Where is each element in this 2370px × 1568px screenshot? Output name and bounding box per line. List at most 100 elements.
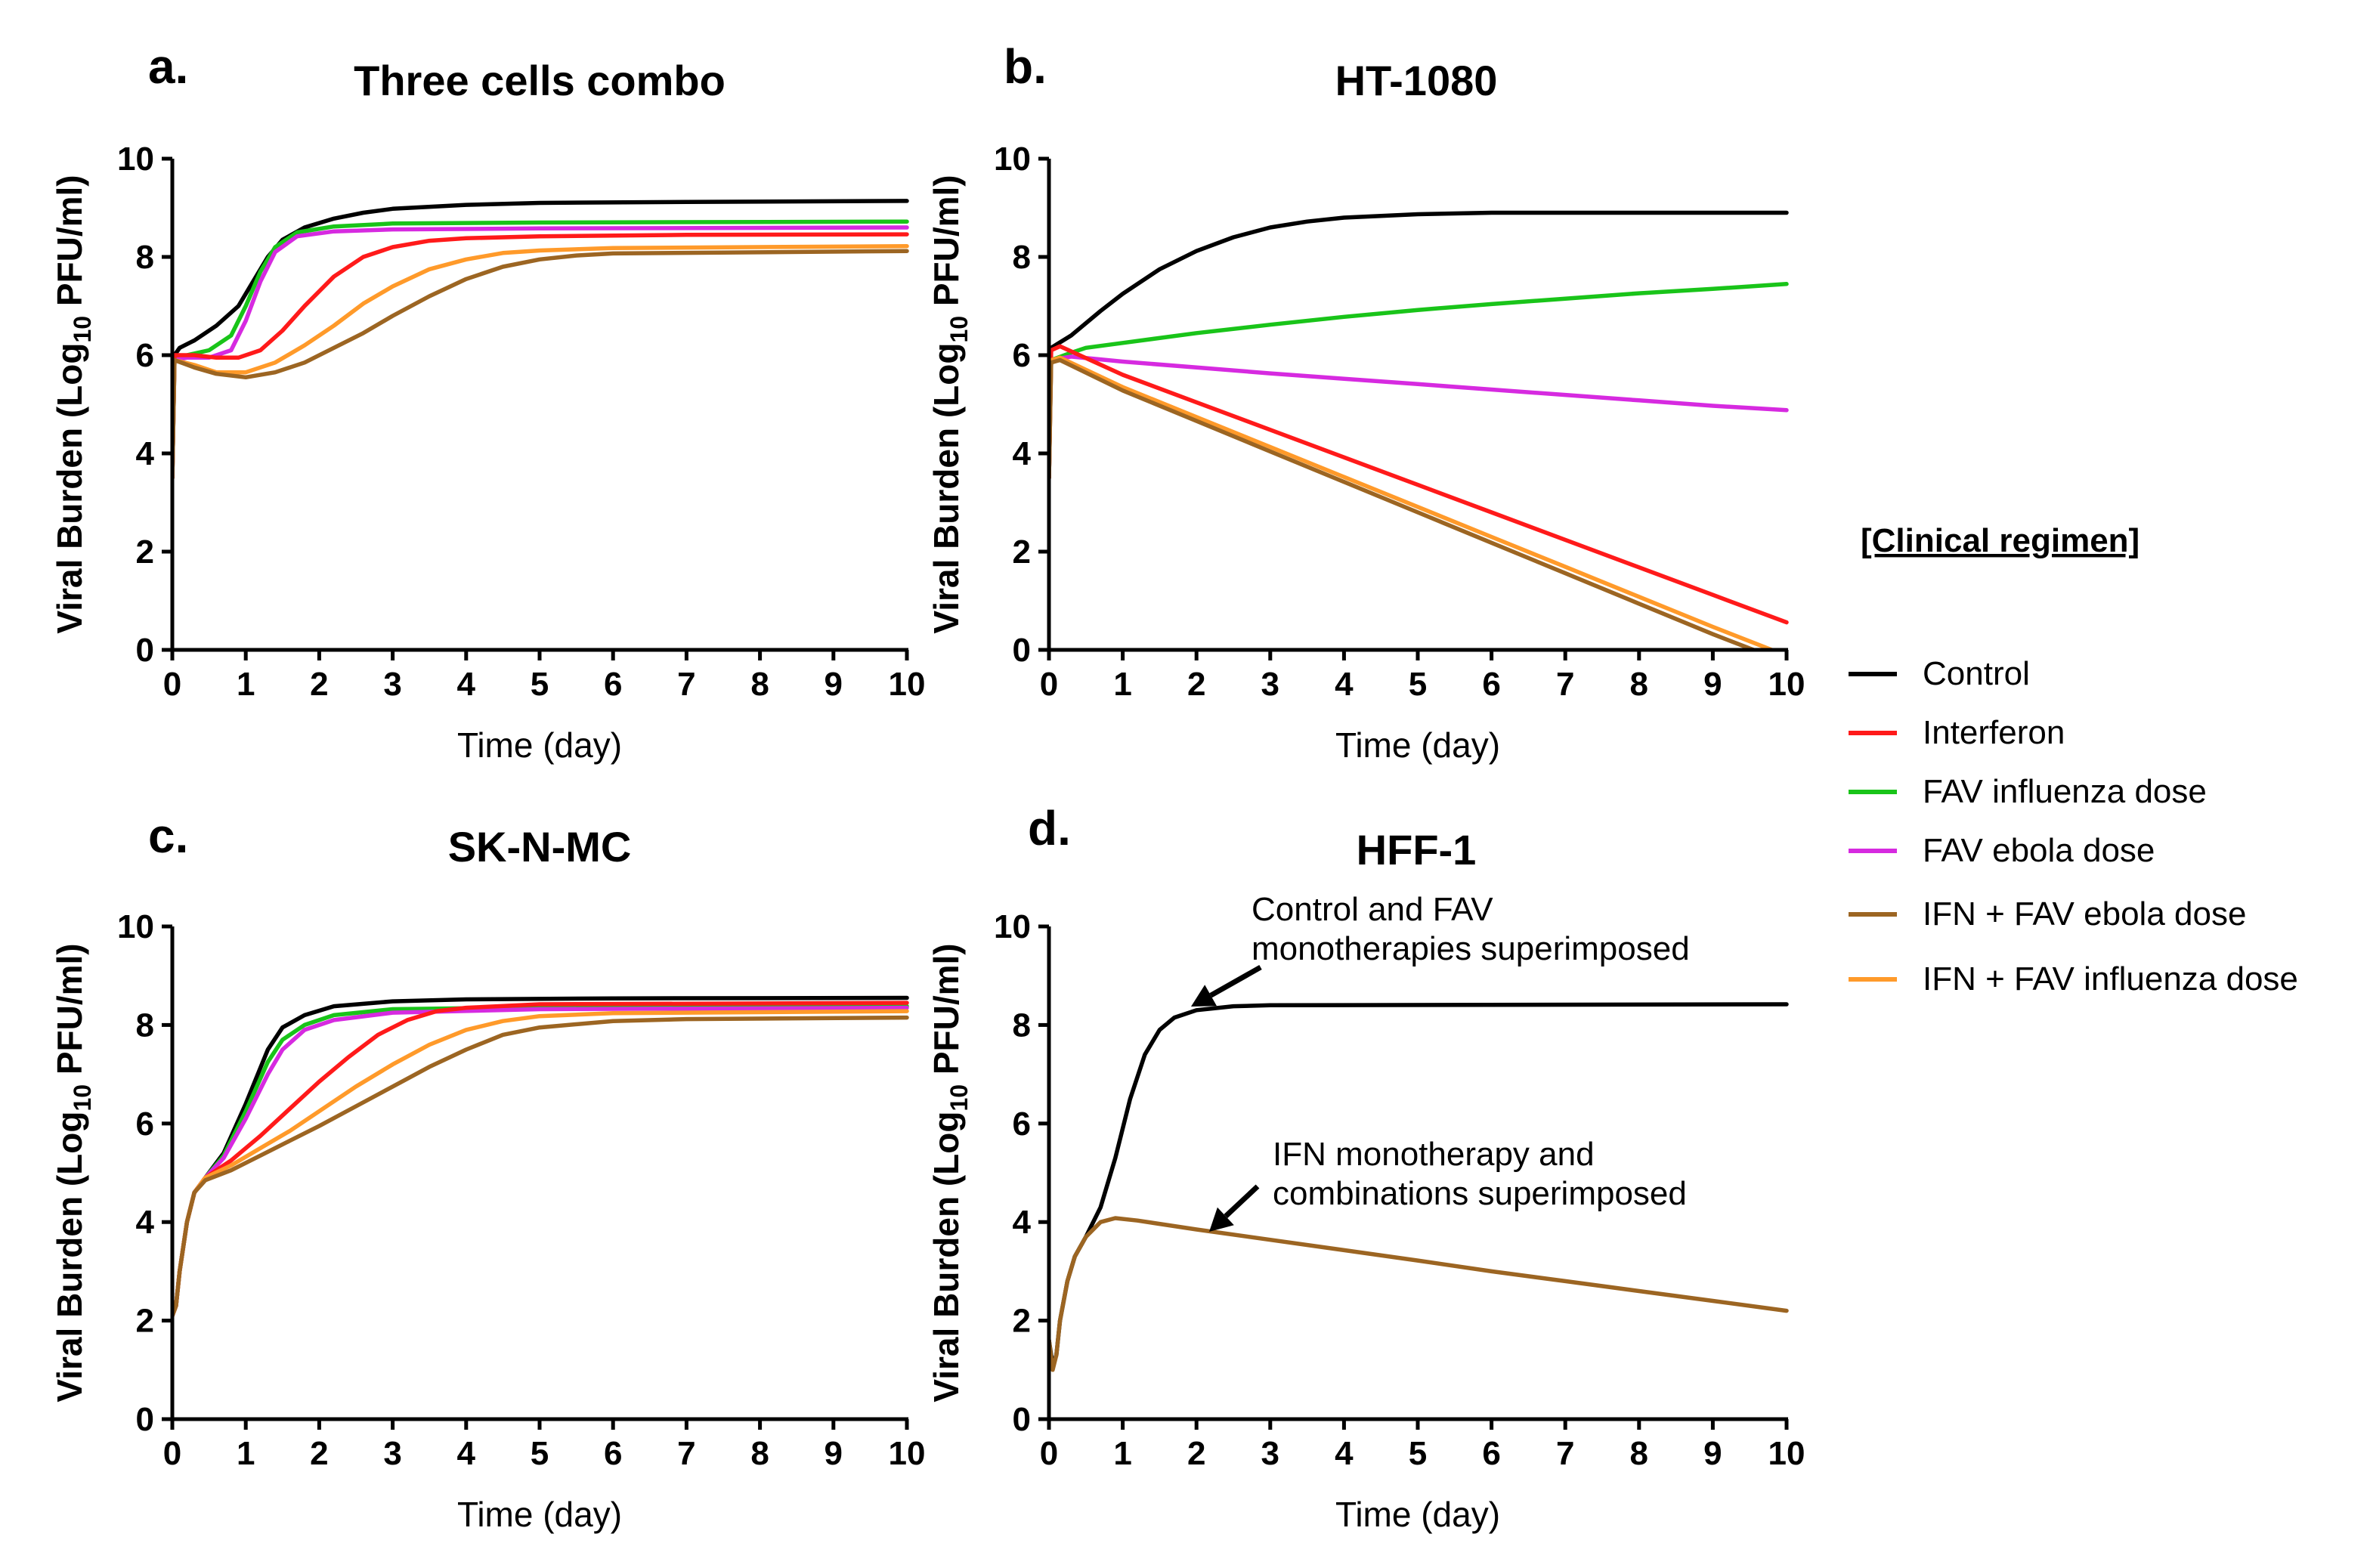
x-tick-label: 2 — [310, 666, 328, 703]
x-tick-label: 8 — [1630, 1435, 1648, 1472]
x-tick-label: 1 — [237, 666, 255, 703]
x-tick-label: 7 — [1556, 1435, 1574, 1472]
y-tick-label: 6 — [136, 337, 154, 374]
panel-4: d. HFF-1 0 2 4 6 8 10 0 1 2 3 4 5 6 7 8 9 10 Time (day) Vira… — [927, 801, 1805, 1534]
legend: [Clinical regimen] Control Interferon FAV i… — [1849, 522, 2298, 997]
x-tick-label: 8 — [1630, 666, 1648, 703]
series-line-ifn-monotherapy-and-combinations — [1047, 1216, 1789, 1372]
legend-item: IFN + FAV influenza dose — [1849, 960, 2298, 997]
y-tick-label: 4 — [1013, 435, 1032, 472]
y-tick-label: 8 — [136, 1007, 154, 1044]
panel-title: Three cells combo — [354, 57, 726, 104]
panel-letter: c. — [148, 809, 188, 863]
y-tick-label: 8 — [1013, 1007, 1031, 1044]
panel-title: SK-N-MC — [448, 823, 632, 871]
x-tick-label: 3 — [1261, 666, 1279, 703]
panel-1: a. Three cells combo 0 2 4 6 8 10 0 1 2 3 4 5 6 7 8 9 10 Ti… — [50, 39, 925, 765]
x-tick-label: 10 — [1768, 1435, 1805, 1472]
series-line-ifn-fav-influenza-dose — [171, 243, 909, 481]
x-tick-label: 2 — [310, 1435, 328, 1472]
series-line-ifn-fav-influenza-dose — [1047, 355, 1774, 651]
legend-label: Interferon — [1923, 714, 2065, 751]
x-tick-label: 3 — [1261, 1435, 1279, 1472]
annotation-arrow-head — [1191, 985, 1217, 1007]
series-line-fav-ebola-dose — [1047, 354, 1789, 481]
x-tick-label: 10 — [889, 1435, 926, 1472]
x-tick-label: 5 — [1409, 1435, 1427, 1472]
x-tick-label: 5 — [531, 1435, 549, 1472]
x-tick-label: 9 — [825, 1435, 843, 1472]
x-tick-label: 4 — [457, 666, 476, 703]
y-tick-label: 2 — [136, 533, 154, 571]
series-line-interferon — [171, 232, 909, 481]
series-line-ifn-fav-influenza-dose — [171, 1009, 909, 1318]
x-tick-label: 4 — [1335, 1435, 1354, 1472]
legend-label: FAV influenza dose — [1923, 773, 2207, 810]
y-tick-label: 2 — [1013, 1303, 1031, 1340]
y-axis-title: Viral Burden (Log10 PFU/ml) — [927, 943, 973, 1402]
x-tick-label: 4 — [457, 1435, 476, 1472]
series-line-fav-ebola-dose — [171, 1005, 909, 1318]
x-axis-title: Time (day) — [1335, 725, 1500, 765]
x-tick-label: 3 — [383, 666, 401, 703]
x-tick-label: 6 — [604, 1435, 622, 1472]
y-tick-label: 2 — [136, 1303, 154, 1340]
x-tick-label: 7 — [677, 1435, 695, 1472]
y-tick-label: 6 — [1013, 1106, 1031, 1143]
series-line-ifn-fav-ebola-dose — [171, 249, 909, 481]
series-line-interferon — [1047, 344, 1789, 625]
x-tick-label: 9 — [1703, 1435, 1722, 1472]
legend-item: FAV ebola dose — [1849, 832, 2155, 869]
y-tick-label: 2 — [1013, 533, 1031, 571]
series-line-fav-ebola-dose — [171, 225, 909, 481]
legend-item: IFN + FAV ebola dose — [1849, 895, 2246, 932]
x-tick-label: 0 — [1040, 666, 1058, 703]
x-tick-label: 4 — [1335, 666, 1354, 703]
x-tick-label: 3 — [383, 1435, 401, 1472]
y-tick-label: 8 — [136, 239, 154, 276]
panel-title: HT-1080 — [1335, 57, 1498, 104]
annotation-arrow-shaft — [1224, 1184, 1260, 1219]
x-tick-label: 5 — [531, 666, 549, 703]
legend-label: IFN + FAV ebola dose — [1923, 895, 2246, 932]
x-tick-label: 10 — [1768, 666, 1805, 703]
y-tick-label: 10 — [117, 908, 154, 945]
y-tick-label: 10 — [994, 908, 1031, 945]
series-group — [1047, 1002, 1789, 1372]
y-tick-label: 4 — [1013, 1204, 1032, 1241]
panel-title: HFF-1 — [1357, 826, 1477, 874]
x-tick-label: 2 — [1187, 666, 1205, 703]
series-group — [171, 995, 909, 1318]
y-axis-title: Viral Burden (Log10 PFU/ml) — [927, 175, 973, 633]
x-tick-label: 0 — [1040, 1435, 1058, 1472]
series-line-ifn-fav-ebola-dose — [1047, 357, 1756, 651]
x-tick-label: 6 — [1482, 1435, 1500, 1472]
x-tick-label: 8 — [750, 1435, 769, 1472]
x-tick-label: 1 — [1113, 666, 1131, 703]
y-tick-label: 6 — [1013, 337, 1031, 374]
panel-2: b. HT-1080 0 2 4 6 8 10 0 1 2 3 4 5 6 7 8 9 10 Time (day) Vi… — [927, 39, 1805, 765]
annotation-text: combinations superimposed — [1273, 1175, 1687, 1212]
x-tick-label: 6 — [1482, 666, 1500, 703]
x-tick-label: 1 — [237, 1435, 255, 1472]
y-tick-label: 0 — [136, 632, 154, 669]
y-tick-label: 10 — [994, 141, 1031, 178]
legend-title: [Clinical regimen] — [1861, 522, 2139, 559]
annotation-arrow-shaft — [1209, 964, 1262, 998]
y-axis-title: Viral Burden (Log10 PFU/ml) — [50, 943, 96, 1402]
x-axis-title: Time (day) — [457, 1495, 622, 1534]
y-tick-label: 4 — [136, 1204, 155, 1241]
panel-letter: d. — [1028, 801, 1071, 855]
y-tick-label: 8 — [1013, 239, 1031, 276]
x-tick-label: 10 — [889, 666, 926, 703]
y-tick-label: 0 — [1013, 1401, 1031, 1438]
series-line-control — [1047, 210, 1789, 481]
legend-label: IFN + FAV influenza dose — [1923, 960, 2298, 997]
series-line-fav-influenza-dose — [1047, 282, 1789, 481]
series-line-control — [171, 995, 909, 1318]
legend-item: FAV influenza dose — [1849, 773, 2207, 810]
annotation-text: IFN monotherapy and — [1273, 1136, 1595, 1173]
